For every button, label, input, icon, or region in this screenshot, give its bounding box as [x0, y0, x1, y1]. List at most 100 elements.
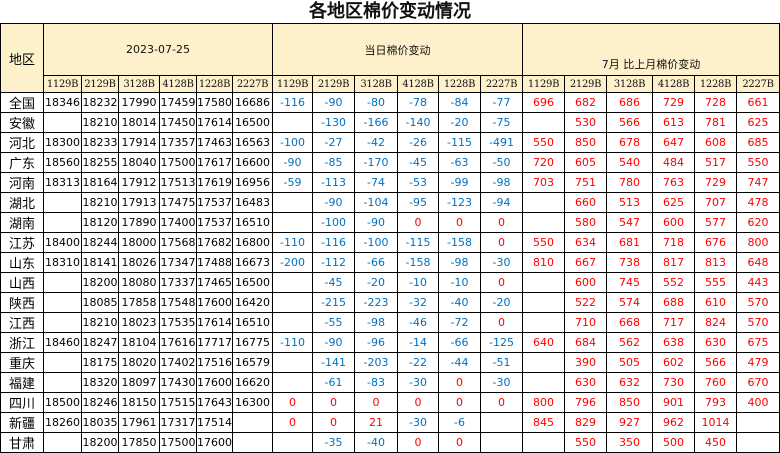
region-name: 江西	[0, 312, 44, 333]
daily-cell: -32	[397, 292, 439, 313]
monthly-cell: 745	[606, 272, 653, 293]
price-cell: 18097	[118, 372, 160, 393]
monthly-cell: 552	[652, 272, 695, 293]
price-cell: 17643	[196, 392, 233, 413]
monthly-cell: 400	[736, 392, 780, 413]
daily-cell: -95	[397, 192, 439, 213]
price-cell: 18023	[118, 312, 160, 333]
table-row: 福建 18320 18097 17430 17600 16620 -61 -83 -30 0 -30…	[0, 372, 780, 393]
monthly-cell: 600	[564, 272, 607, 293]
price-cell: 17614	[196, 112, 233, 133]
monthly-cell: 602	[652, 352, 695, 373]
monthly-cell: 696	[522, 92, 565, 113]
daily-cell	[272, 372, 313, 393]
daily-cell: -141	[312, 352, 355, 373]
price-cell: 18164	[81, 172, 119, 193]
region-name: 浙江	[0, 332, 44, 353]
price-cell	[43, 312, 82, 333]
price-cell: 18141	[81, 252, 119, 273]
price-contract-header: 3128B	[118, 75, 160, 93]
daily-cell: -14	[397, 332, 439, 353]
daily-cell: -90	[312, 92, 355, 113]
price-cell: 17682	[196, 232, 233, 253]
daily-cell: -104	[354, 192, 398, 213]
price-cell: 18255	[81, 152, 119, 173]
table-row: 浙江 18460 18247 18104 17616 17717 16775 -110 -90-…	[0, 332, 780, 353]
daily-cell: -98	[438, 252, 481, 273]
price-contract-header: 1228B	[196, 75, 233, 93]
region-name: 四川	[0, 392, 44, 413]
price-cell: 16800	[232, 232, 273, 253]
daily-cell: -10	[397, 272, 439, 293]
daily-cell	[272, 212, 313, 233]
daily-cell: -115	[438, 132, 481, 153]
price-cell: 17858	[118, 292, 160, 313]
monthly-cell	[522, 352, 565, 373]
daily-cell: -51	[480, 352, 523, 373]
price-cell: 16563	[232, 132, 273, 153]
price-cell: 18040	[118, 152, 160, 173]
daily-cell: -46	[397, 312, 439, 333]
daily-cell: -158	[397, 252, 439, 273]
monthly-cell: 530	[564, 112, 607, 133]
price-cell: 18560	[43, 152, 82, 173]
monthly-change-label: 7月 比上月棉价变动	[601, 57, 701, 71]
price-cell: 18210	[81, 312, 119, 333]
monthly-cell: 800	[522, 392, 565, 413]
price-cell: 18246	[81, 392, 119, 413]
daily-cell	[272, 292, 313, 313]
monthly-cell: 810	[522, 252, 565, 273]
monthly-cell: 577	[694, 212, 737, 233]
price-cell: 17913	[118, 192, 160, 213]
daily-cell: -53	[397, 172, 439, 193]
daily-cell: -115	[397, 232, 439, 253]
monthly-cell	[522, 212, 565, 233]
monthly-cell: 730	[652, 372, 695, 393]
price-cell: 17500	[159, 152, 197, 173]
region-name: 广东	[0, 152, 44, 173]
monthly-cell: 500	[652, 432, 695, 453]
price-cell: 17537	[196, 192, 233, 213]
price-cell: 18210	[81, 192, 119, 213]
daily-contract-header: 2129B	[312, 75, 355, 93]
daily-cell: 0	[312, 392, 355, 413]
monthly-cell: 720	[522, 152, 565, 173]
daily-cell: -42	[354, 132, 398, 153]
monthly-cell: 703	[522, 172, 565, 193]
monthly-cell: 747	[736, 172, 780, 193]
daily-cell	[272, 112, 313, 133]
monthly-cell: 670	[736, 372, 780, 393]
daily-cell: -74	[354, 172, 398, 193]
monthly-cell: 728	[694, 92, 737, 113]
monthly-cell: 661	[736, 92, 780, 113]
daily-cell: -35	[312, 432, 355, 453]
table-row: 广东 18560 18255 18040 17500 17617 16600 -90 -85 -1…	[0, 152, 780, 173]
monthly-cell: 600	[652, 212, 695, 233]
table-row: 全国 18346 18232 17990 17459 17580 16686 -116 -90-…	[0, 92, 780, 113]
price-cell: 18247	[81, 332, 119, 353]
table-row: 湖南 18120 17890 17400 17537 16510 -100 -90 0 0 0 580…	[0, 212, 780, 233]
daily-cell: -100	[312, 212, 355, 233]
daily-cell: -22	[397, 352, 439, 373]
daily-cell: -40	[354, 432, 398, 453]
monthly-cell: 796	[564, 392, 607, 413]
price-cell: 16500	[232, 112, 273, 133]
monthly-cell: 547	[606, 212, 653, 233]
price-cell: 17600	[196, 292, 233, 313]
monthly-cell: 760	[694, 372, 737, 393]
monthly-cell: 517	[694, 152, 737, 173]
price-cell: 18346	[43, 92, 82, 113]
monthly-cell: 780	[606, 172, 653, 193]
daily-cell: 0	[438, 212, 481, 233]
monthly-cell	[522, 112, 565, 133]
price-cell: 17515	[159, 392, 197, 413]
price-cell	[43, 432, 82, 453]
table-row: 四川 18500 18246 18150 17515 17643 16300 0 0 0 0 0 0 80…	[0, 392, 780, 413]
daily-cell: -63	[438, 152, 481, 173]
monthly-cell: 566	[606, 112, 653, 133]
monthly-cell: 751	[564, 172, 607, 193]
region-name: 山东	[0, 252, 44, 273]
daily-cell: 0	[438, 372, 481, 393]
monthly-cell: 667	[564, 252, 607, 273]
monthly-cell: 522	[564, 292, 607, 313]
